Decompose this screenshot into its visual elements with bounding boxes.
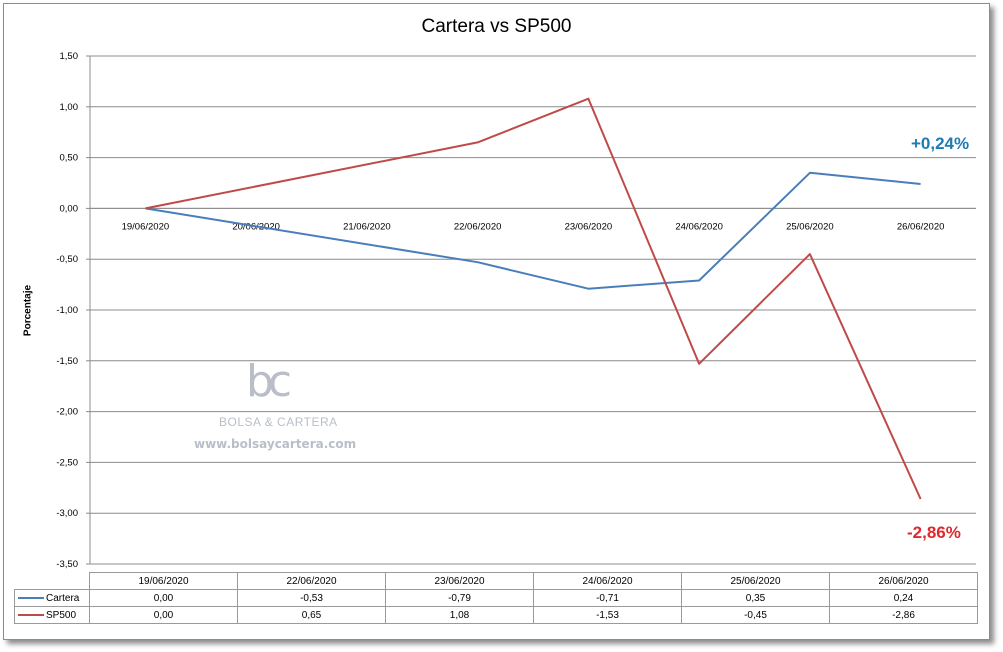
watermark-url: www.bolsaycartera.com bbox=[194, 437, 357, 451]
x-tick-label: 25/06/2020 bbox=[786, 221, 834, 232]
data-table-header-row: 19/06/2020 22/06/2020 23/06/2020 24/06/2… bbox=[14, 572, 978, 590]
y-tick-label: 1,50 bbox=[60, 51, 79, 62]
y-tick-label: 0,50 bbox=[60, 153, 79, 164]
y-tick-label: -2,50 bbox=[56, 457, 78, 468]
data-cell: -1,53 bbox=[533, 606, 682, 624]
legend-entry-cartera: Cartera bbox=[14, 589, 90, 607]
data-table-header: 22/06/2020 bbox=[237, 572, 386, 590]
series-line-cartera bbox=[145, 171, 921, 290]
x-tick-label: 21/06/2020 bbox=[343, 221, 391, 232]
chart-frame bbox=[3, 3, 990, 640]
x-tick-label: 24/06/2020 bbox=[675, 221, 723, 232]
data-cell: -0,45 bbox=[681, 606, 830, 624]
data-cell: -0,71 bbox=[533, 589, 682, 607]
data-cell: 0,24 bbox=[829, 589, 978, 607]
x-tick-label: 23/06/2020 bbox=[565, 221, 613, 232]
data-table-header: 24/06/2020 bbox=[533, 572, 682, 590]
data-cell: 0,35 bbox=[681, 589, 830, 607]
data-cell: 0,00 bbox=[89, 589, 238, 607]
watermark: bc BOLSA & CARTERA www.bolsaycartera.com bbox=[190, 356, 360, 456]
series-line-sp500 bbox=[145, 97, 922, 500]
y-tick-label: -1,00 bbox=[56, 305, 78, 316]
data-cell: 0,65 bbox=[237, 606, 386, 624]
y-tick-label: 1,00 bbox=[60, 102, 79, 113]
y-tick-label: -2,00 bbox=[56, 407, 78, 418]
legend-entry-sp500: SP500 bbox=[14, 606, 90, 624]
data-cell: 1,08 bbox=[385, 606, 534, 624]
data-cell: 0,00 bbox=[89, 606, 238, 624]
annotation-cartera: +0,24% bbox=[911, 134, 970, 153]
x-tick-label: 22/06/2020 bbox=[454, 221, 502, 232]
data-table-header: 23/06/2020 bbox=[385, 572, 534, 590]
annotation-sp500: -2,86% bbox=[907, 523, 961, 542]
data-table-header: 25/06/2020 bbox=[681, 572, 830, 590]
y-tick-label: -0,50 bbox=[56, 254, 78, 265]
data-table-row-cartera: Cartera 0,00 -0,53 -0,79 -0,71 0,35 0,24 bbox=[14, 589, 978, 607]
legend-key-cartera bbox=[18, 596, 44, 599]
data-table-corner bbox=[14, 572, 90, 590]
data-cell: -0,79 bbox=[385, 589, 534, 607]
x-tick-label: 19/06/2020 bbox=[122, 221, 170, 232]
legend-label-sp500: SP500 bbox=[46, 609, 77, 621]
x-tick-label: 26/06/2020 bbox=[897, 221, 945, 232]
y-tick-label: -1,50 bbox=[56, 356, 78, 367]
legend-key-sp500 bbox=[18, 613, 44, 616]
data-table: 19/06/2020 22/06/2020 23/06/2020 24/06/2… bbox=[14, 572, 978, 624]
watermark-name: BOLSA & CARTERA bbox=[219, 415, 338, 429]
y-tick-label: -3,50 bbox=[56, 559, 78, 570]
data-table-header: 26/06/2020 bbox=[829, 572, 978, 590]
y-tick-label: 0,00 bbox=[60, 203, 79, 214]
legend-label-cartera: Cartera bbox=[46, 592, 80, 604]
data-table-row-sp500: SP500 0,00 0,65 1,08 -1,53 -0,45 -2,86 bbox=[14, 606, 978, 624]
data-cell: -0,53 bbox=[237, 589, 386, 607]
data-cell: -2,86 bbox=[829, 606, 978, 624]
data-table-header: 19/06/2020 bbox=[89, 572, 238, 590]
chart-title: Cartera vs SP500 bbox=[421, 16, 572, 37]
watermark-logo: bc bbox=[246, 356, 292, 407]
y-tick-label: -3,00 bbox=[56, 508, 78, 519]
